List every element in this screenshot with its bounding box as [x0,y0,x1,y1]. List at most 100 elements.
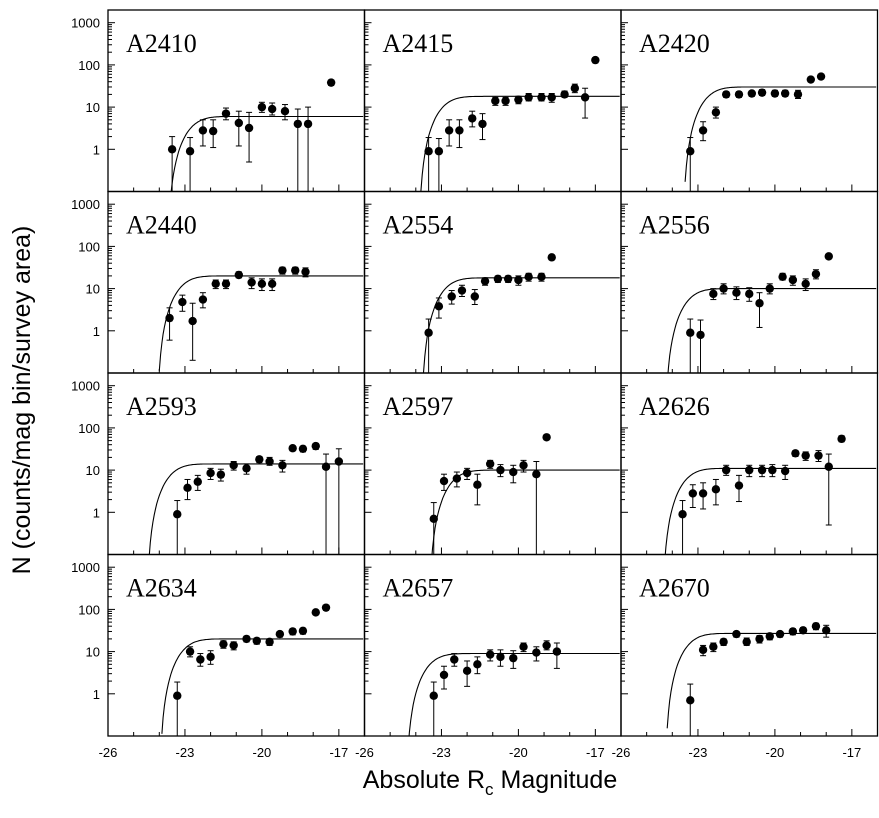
data-point [165,307,174,341]
point-marker [824,462,833,471]
point-marker [198,295,208,304]
panel-a2634: A2634 [107,553,366,737]
point-marker [485,650,495,659]
data-point [311,608,320,617]
data-point [183,478,192,501]
point-marker [216,470,226,479]
x-tick-label: -20 [766,745,785,760]
data-point [447,290,456,305]
panel-a2556: A2556 [620,190,879,374]
data-point [321,453,331,555]
point-marker [493,274,503,284]
x-axis-title: Absolute Rc Magnitude [363,766,618,799]
point-marker [265,637,274,647]
point-marker [257,102,267,112]
y-tick-label: 1 [93,142,100,157]
point-marker [514,275,523,285]
data-point [721,464,731,476]
x-tick-label: -26 [99,745,118,760]
point-marker [721,465,731,475]
point-marker [301,267,310,277]
data-point [711,478,721,506]
data-point [806,75,816,84]
point-marker [788,627,798,636]
data-point [462,660,472,687]
point-marker [257,279,267,288]
point-marker [811,621,821,631]
data-point [686,683,695,736]
y-tick-label: 100 [78,58,100,73]
y-tick-label: 100 [78,421,100,436]
data-point [470,289,479,306]
point-marker [732,288,741,297]
data-point [229,460,238,471]
point-marker [678,510,687,519]
point-marker [206,652,215,662]
data-point [424,137,433,192]
data-point [547,93,556,103]
point-marker [221,109,231,118]
point-marker [814,451,823,460]
y-tick-label: 10 [86,282,100,297]
data-point [288,444,297,453]
point-marker [311,608,320,617]
data-point [473,656,482,675]
fit-curve [161,638,364,734]
point-marker [242,464,251,473]
data-point [234,110,244,147]
point-marker [321,462,331,471]
point-marker [732,629,741,639]
data-point [301,267,310,278]
data-point [770,89,780,98]
panel-a2593: A2593 [107,372,366,556]
x-tick-label: -23 [432,745,451,760]
point-marker [303,119,313,129]
point-marker [185,147,195,156]
y-tick-label: 1000 [71,560,100,575]
data-point [509,464,518,484]
point-marker [775,629,785,639]
data-point [173,500,182,555]
data-point [455,119,464,149]
fit-curve [422,277,620,373]
point-marker [509,653,518,663]
panel-a2657: A2657 [363,553,622,737]
data-point [732,286,741,301]
y-tick-label: 1000 [71,16,100,31]
point-marker [219,639,228,649]
point-marker [837,434,846,444]
data-point [747,89,757,98]
point-marker [822,626,831,635]
data-point [524,93,533,102]
data-point [519,642,528,653]
point-marker [452,474,462,483]
point-marker [719,637,728,647]
data-point [778,272,787,282]
data-point [698,121,708,142]
point-marker [242,634,251,644]
point-marker [552,647,562,656]
point-marker [278,461,287,470]
data-point [698,482,708,510]
data-point [780,89,790,98]
point-marker [288,627,297,636]
data-point [424,318,433,373]
data-point [478,113,487,141]
data-point [206,467,215,480]
data-point [496,649,505,667]
panel-a2626: A2626 [620,372,879,556]
point-marker [288,444,297,453]
data-point [788,627,798,636]
data-point [709,642,718,653]
point-marker [198,126,208,135]
fit-curve [158,275,364,371]
point-marker [470,292,479,301]
data-point [244,111,254,163]
point-marker [780,466,790,476]
x-axis-title-subscript: c [485,780,494,799]
point-marker [311,441,320,451]
panel-label: A2657 [383,574,454,603]
data-point [485,649,495,662]
point-marker [221,279,231,288]
point-marker [719,284,728,293]
